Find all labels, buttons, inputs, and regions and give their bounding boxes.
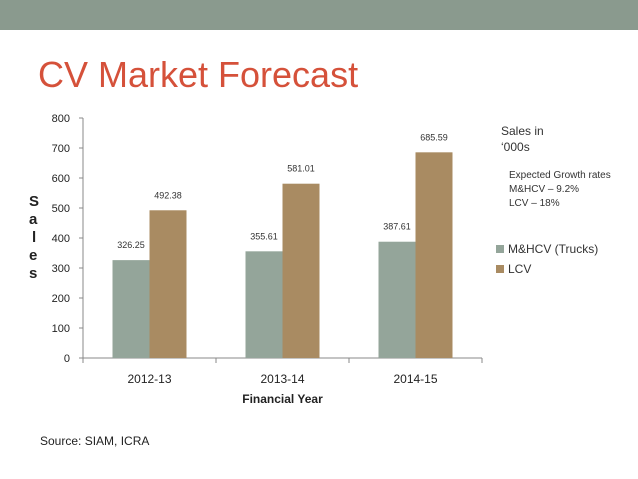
legend-swatch-mhcv [496, 245, 504, 253]
y-tick-label: 500 [52, 203, 70, 215]
y-axis-label-letter: s [29, 265, 38, 282]
data-label: 326.25 [117, 240, 145, 250]
bar-lcv [149, 210, 187, 358]
y-tick-label: 600 [52, 173, 70, 185]
y-tick-label: 300 [52, 263, 70, 275]
x-tick-label: 2014-15 [393, 372, 437, 386]
legend-label-mhcv: M&HCV (Trucks) [508, 242, 599, 256]
data-label: 685.59 [420, 132, 448, 142]
bar-mhcv [378, 241, 416, 358]
y-tick-label: 700 [52, 143, 70, 155]
growth-note-heading: Expected Growth rates [509, 170, 611, 181]
data-label: 581.01 [287, 164, 315, 174]
data-label: 387.61 [383, 222, 411, 232]
data-label: 355.61 [250, 231, 278, 241]
bar-mhcv [245, 251, 283, 358]
bar-lcv [415, 152, 453, 358]
growth-note-lcv: LCV – 18% [509, 198, 560, 209]
legend-item-mhcv: M&HCV (Trucks) [496, 242, 598, 256]
x-tick-label: 2013-14 [260, 372, 304, 386]
y-tick-label: 100 [52, 323, 70, 335]
x-axis-title: Financial Year [242, 392, 323, 406]
bar-lcv [282, 183, 320, 358]
unit-note-line-1: Sales in [501, 124, 544, 138]
unit-note-line-2: ‘000s [501, 140, 530, 154]
y-axis-label-letter: S [29, 193, 40, 210]
growth-note-mhcv: M&HCV – 9.2% [509, 184, 580, 195]
top-band [0, 0, 638, 30]
legend-label-lcv: LCV [508, 262, 532, 276]
y-axis-label-letter: e [29, 247, 38, 264]
source-note: Source: SIAM, ICRA [40, 434, 150, 448]
y-tick-label: 800 [52, 113, 70, 125]
x-tick-label: 2012-13 [127, 372, 171, 386]
legend-swatch-lcv [496, 265, 504, 273]
y-tick-label: 200 [52, 293, 70, 305]
y-tick-label: 400 [52, 233, 70, 245]
legend-item-lcv: LCV [496, 262, 531, 276]
slide-title: CV Market Forecast [38, 54, 359, 95]
y-tick-label: 0 [64, 353, 70, 365]
data-label: 492.38 [154, 190, 182, 200]
bar-mhcv [112, 260, 150, 358]
y-axis-label-letter: l [32, 229, 37, 246]
y-axis-label-letter: a [29, 211, 38, 228]
